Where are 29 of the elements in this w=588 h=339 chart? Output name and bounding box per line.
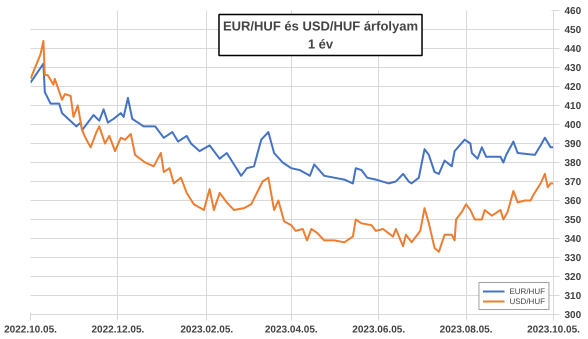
text: EUR/HUF és USD/HUF árfolyam 1 év (222, 18, 418, 52)
y-tick-label: 340 (564, 234, 582, 245)
x-tick-label: 2023.08.05. (440, 324, 493, 336)
y-tick-label: 440 (564, 44, 582, 55)
legend-label: USD/HUF (509, 296, 545, 306)
y-tick-label: 400 (564, 120, 582, 131)
y-tick-label: 310 (564, 291, 582, 302)
x-tick-label: 2023.02.05. (180, 324, 234, 336)
y-tick-label: 390 (564, 139, 582, 150)
legend-label: EUR/HUF (509, 286, 545, 296)
y-tick-label: 410 (564, 101, 582, 112)
y-tick-label: 420 (564, 82, 582, 93)
y-tick-label: 430 (564, 63, 582, 74)
x-tick-label: 2023.04.05. (264, 324, 318, 336)
x-tick-label: 2023.06.05. (352, 324, 406, 336)
y-tick-label: 360 (564, 196, 582, 207)
y-tick-label: 300 (564, 310, 582, 321)
x-tick-label: 2023.10.05. (527, 324, 580, 336)
y-tick-label: 380 (564, 158, 582, 169)
y-tick-label: 320 (564, 272, 582, 283)
line-series (30, 62, 554, 184)
y-tick-label: 350 (564, 215, 582, 226)
line-series (30, 40, 554, 253)
y-tick-label: 330 (564, 253, 582, 264)
y-tick-label: 370 (564, 177, 582, 188)
y-tick-label: 450 (564, 25, 582, 36)
x-tick-label: 2022.12.05. (91, 324, 145, 336)
y-tick-label: 460 (564, 6, 582, 17)
x-tick-label: 2022.10.05. (4, 324, 58, 336)
